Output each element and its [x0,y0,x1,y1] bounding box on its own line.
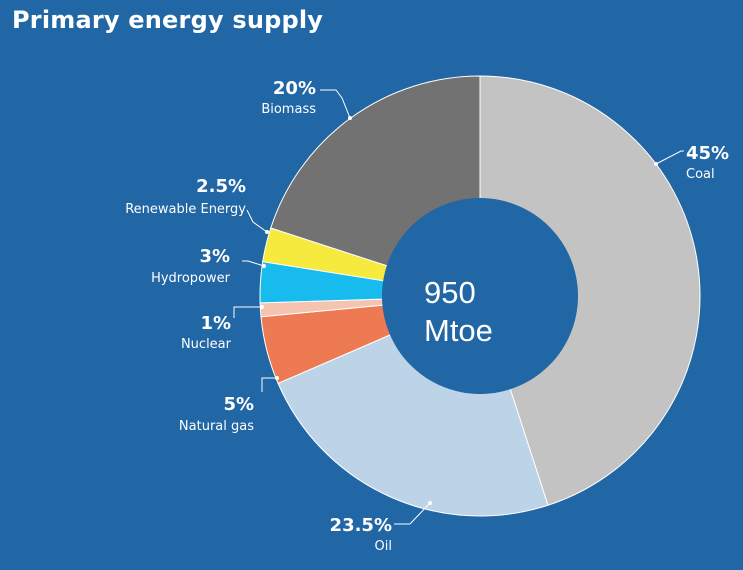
leader-line-nuclear [233,306,262,318]
leader-dot [428,501,432,505]
center-disc [382,198,578,394]
center-label-unit: Mtoe [424,313,493,348]
data-label-percent: 2.5% [196,176,246,197]
leader-line-oil [394,502,431,525]
data-label-name: Renewable Energy [125,202,246,217]
chart-title: Primary energy supply [12,6,324,34]
leader-line-biomass [320,89,351,119]
leader-dot [275,376,279,380]
leader-dot [262,264,266,268]
center-label-value: 950 [424,275,476,310]
data-label-percent: 1% [200,313,231,334]
leader-dot [260,305,264,309]
data-label-name: Biomass [261,102,316,117]
leader-line-natural-gas [261,377,277,392]
data-label-name: Coal [686,167,715,182]
leader-dot [348,116,352,120]
data-label-name: Nuclear [181,337,232,352]
data-label-name: Natural gas [179,419,254,434]
data-label-percent: 5% [223,394,254,415]
data-label-percent: 3% [199,246,230,267]
leader-line-renewable-energy [246,209,268,233]
labels-group: 45% Coal 23.5% Oil 5% Natural gas 1% Nuclear 3% H… [125,78,729,554]
leader-dot [265,230,269,234]
data-label-percent: 23.5% [330,515,392,536]
leader-line-coal [655,150,684,165]
leader-dot [654,162,658,166]
data-label-percent: 45% [686,143,729,164]
data-label-name: Hydropower [151,271,231,286]
data-label-percent: 20% [273,78,316,99]
leader-line-hydropower [242,260,265,267]
pie-slice-coal [479,75,701,506]
data-label-name: Oil [375,539,392,554]
